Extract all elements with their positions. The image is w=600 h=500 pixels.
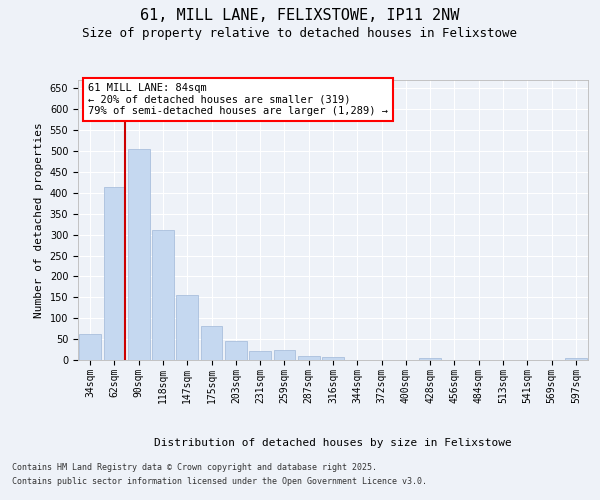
Bar	[128, 148, 149, 360]
Bar	[225, 341, 247, 360]
Text: 61 MILL LANE: 84sqm
← 20% of detached houses are smaller (319)
79% of semi-detac: 61 MILL LANE: 84sqm ← 20% of detached ho…	[88, 83, 388, 116]
Y-axis label: Number of detached properties: Number of detached properties	[34, 122, 44, 318]
Bar	[79, 334, 101, 360]
Text: Distribution of detached houses by size in Felixstowe: Distribution of detached houses by size …	[154, 438, 512, 448]
Bar	[419, 358, 441, 360]
Bar	[298, 356, 320, 360]
Text: Contains HM Land Registry data © Crown copyright and database right 2025.: Contains HM Land Registry data © Crown c…	[12, 462, 377, 471]
Bar	[249, 351, 271, 360]
Text: Size of property relative to detached houses in Felixstowe: Size of property relative to detached ho…	[83, 28, 517, 40]
Bar	[274, 350, 295, 360]
Bar	[176, 295, 198, 360]
Bar	[104, 188, 125, 360]
Bar	[200, 326, 223, 360]
Bar	[565, 358, 587, 360]
Text: Contains public sector information licensed under the Open Government Licence v3: Contains public sector information licen…	[12, 478, 427, 486]
Bar	[322, 357, 344, 360]
Text: 61, MILL LANE, FELIXSTOWE, IP11 2NW: 61, MILL LANE, FELIXSTOWE, IP11 2NW	[140, 8, 460, 22]
Bar	[152, 230, 174, 360]
